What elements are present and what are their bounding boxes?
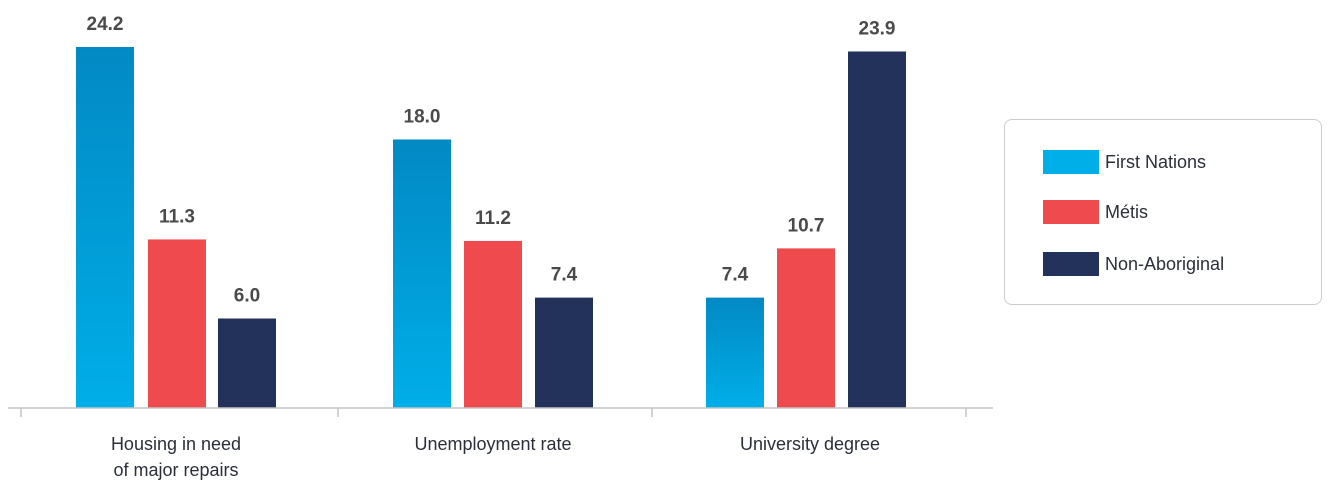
legend-item-first-nations: First Nations (1043, 149, 1206, 175)
legend-item-non-aboriginal: Non-Aboriginal (1043, 251, 1224, 277)
legend: First Nations Métis Non-Aboriginal (1004, 119, 1322, 305)
data-label-non-aboriginal-1: 6.0 (234, 285, 260, 306)
bar-non-aboriginal-2 (535, 297, 593, 408)
data-label-metis-3: 10.7 (788, 215, 825, 236)
data-label-first-nations-1: 24.2 (87, 14, 124, 35)
category-label-2: Unemployment rate (414, 434, 571, 454)
category-label-3: University degree (740, 434, 880, 454)
data-label-non-aboriginal-2: 7.4 (551, 265, 578, 286)
legend-swatch-non-aboriginal (1043, 252, 1099, 276)
bar-metis-1 (148, 239, 206, 408)
legend-label-first-nations: First Nations (1105, 151, 1207, 172)
bar-first-nations-1 (76, 47, 134, 408)
legend-swatch-metis (1043, 200, 1099, 224)
legend-label-non-aboriginal: Non-Aboriginal (1105, 253, 1225, 274)
bar-first-nations-3 (706, 297, 764, 408)
data-label-first-nations-2: 18.0 (404, 106, 441, 127)
bar-non-aboriginal-1 (218, 318, 276, 408)
bar-non-aboriginal-3 (848, 51, 906, 408)
legend-item-metis: Métis (1043, 199, 1148, 225)
category-label-1-line-1: Housing in need (111, 434, 241, 454)
bar-first-nations-2 (393, 139, 451, 408)
bar-metis-3 (777, 248, 835, 408)
data-label-non-aboriginal-3: 23.9 (859, 18, 896, 39)
legend-label-metis: Métis (1105, 201, 1149, 222)
legend-swatch-first-nations (1043, 150, 1099, 174)
data-label-metis-1: 11.3 (159, 206, 195, 227)
data-label-first-nations-3: 7.4 (722, 265, 749, 286)
data-label-metis-2: 11.2 (475, 208, 511, 229)
category-label-1-line-2: of major repairs (113, 460, 238, 480)
bar-metis-2 (464, 240, 522, 408)
